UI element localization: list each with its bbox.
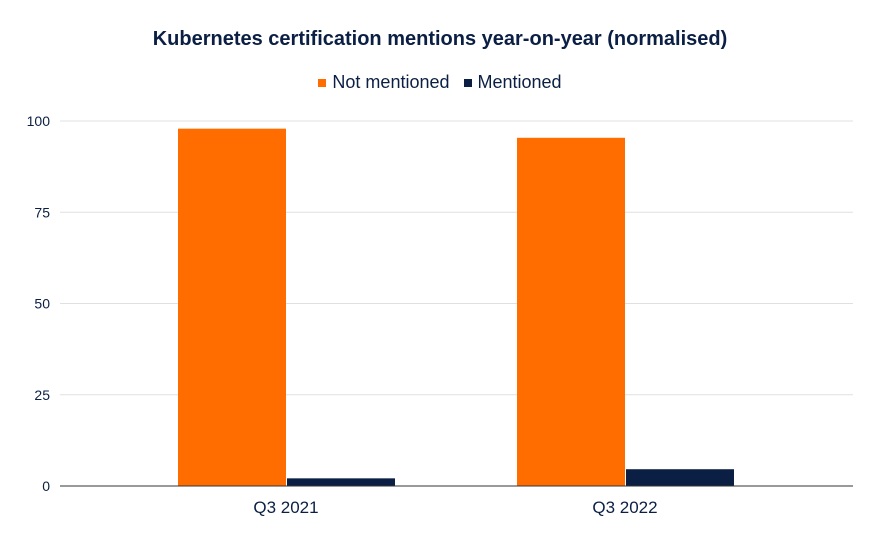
legend-label-not-mentioned: Not mentioned [332, 72, 450, 92]
y-tick-label-0: 0 [42, 478, 50, 494]
bar-mentioned-q3-2021 [287, 478, 395, 486]
bar-not-mentioned-q3-2022 [517, 137, 625, 487]
legend-label-mentioned: Mentioned [477, 72, 562, 92]
bar-not-mentioned-q3-2021 [178, 128, 286, 487]
x-tick-label-q3-2021: Q3 2021 [253, 498, 318, 517]
y-tick-label-100: 100 [27, 113, 51, 129]
legend-swatch-mentioned [463, 78, 472, 87]
legend: Not mentioned Mentioned [0, 72, 880, 93]
bar-mentioned-q3-2022 [626, 469, 734, 486]
y-tick-label-50: 50 [34, 296, 50, 312]
chart-title: Kubernetes certification mentions year-o… [152, 28, 728, 50]
legend-swatch-not-mentioned [318, 78, 327, 87]
x-tick-label-q3-2022: Q3 2022 [592, 498, 657, 517]
y-tick-label-75: 75 [34, 204, 50, 220]
legend-item-not-mentioned: Not mentioned [318, 72, 450, 93]
y-tick-label-25: 25 [34, 387, 50, 403]
legend-item-mentioned: Mentioned [463, 72, 562, 93]
